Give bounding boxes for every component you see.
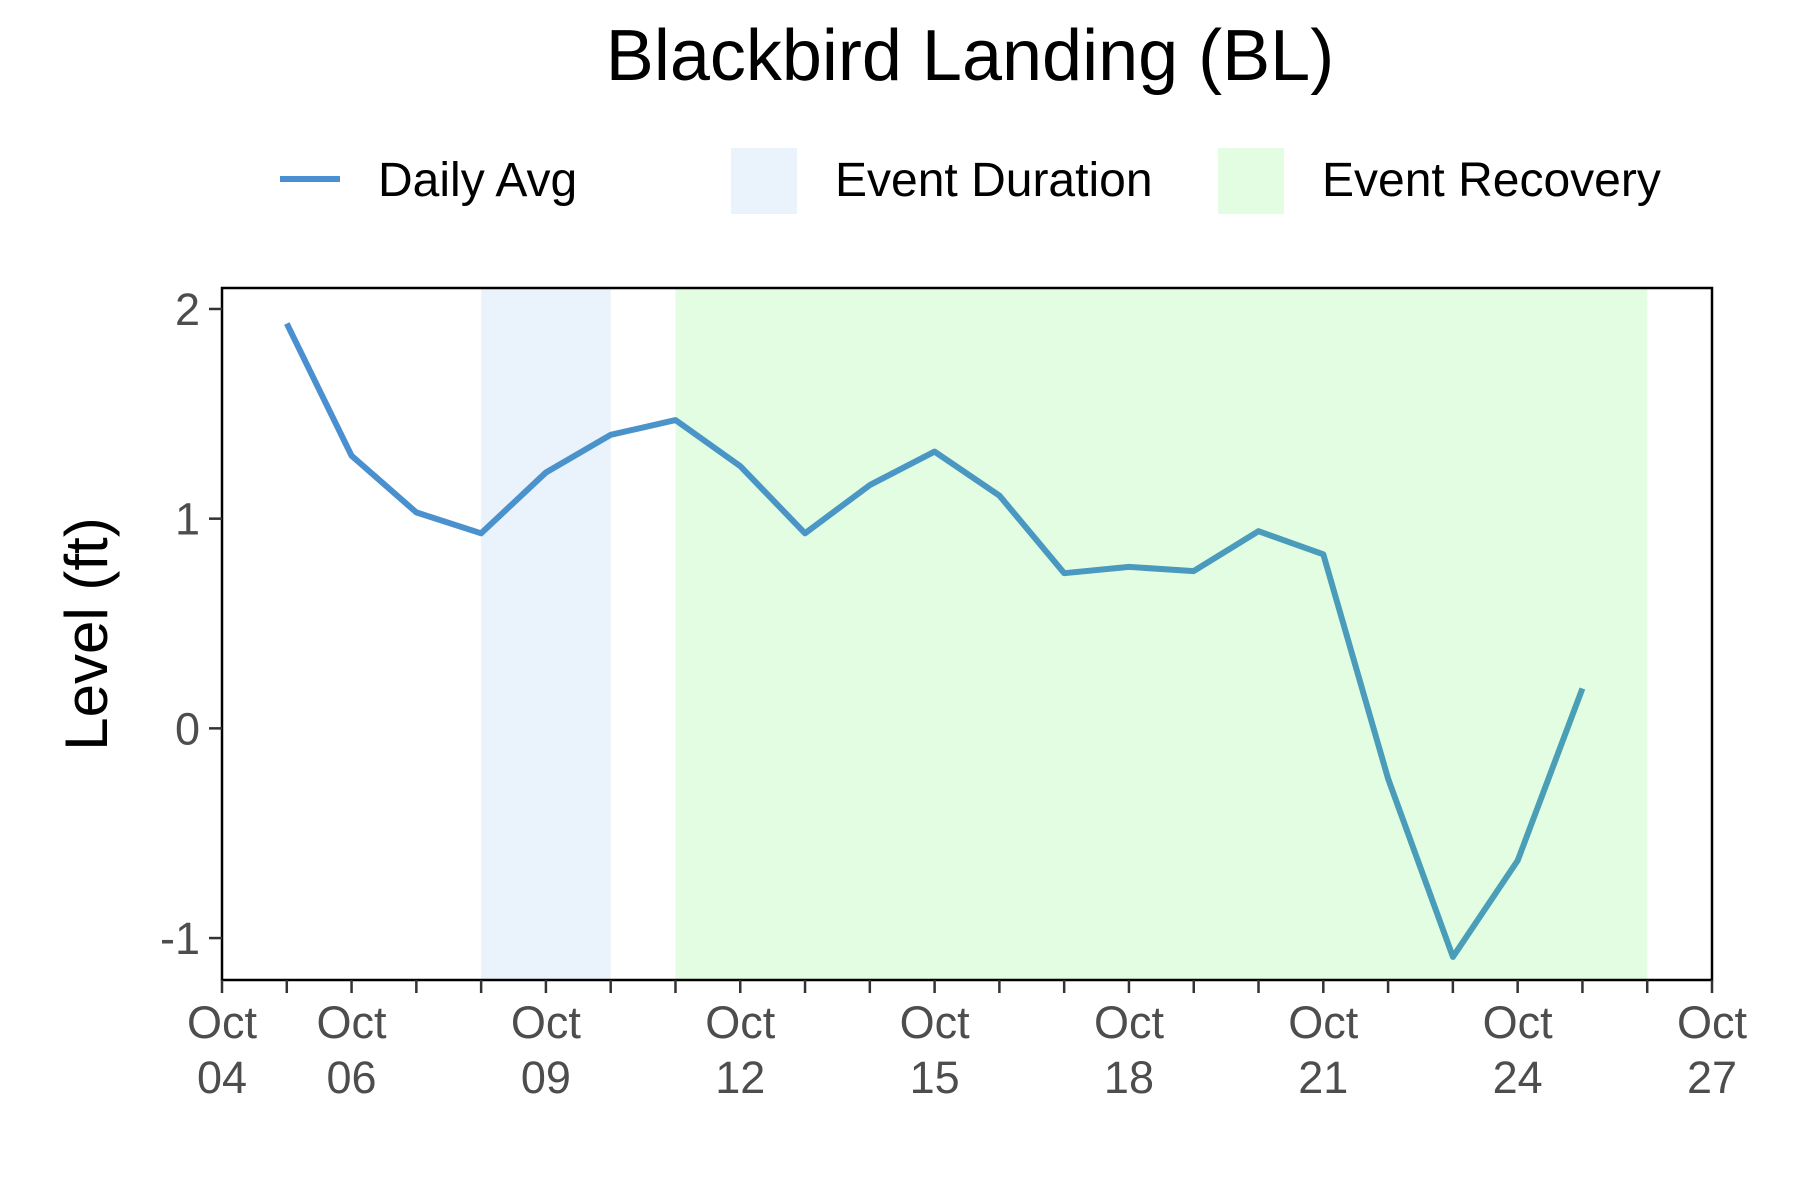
event-recovery-band <box>675 288 1648 980</box>
plot-border <box>220 286 1714 982</box>
legend-swatch-event-duration <box>731 148 797 214</box>
x-tick-label-day: 27 <box>1687 1052 1737 1103</box>
x-tick-label-day: 06 <box>327 1052 377 1103</box>
y-tick-label: 0 <box>175 703 200 754</box>
legend-label-event-recovery: Event Recovery <box>1322 154 1661 207</box>
x-tick-label-month: Oct <box>705 997 776 1048</box>
x-tick-label-day: 09 <box>521 1052 571 1103</box>
x-tick-label-month: Oct <box>1677 997 1748 1048</box>
x-tick-label-month: Oct <box>511 997 582 1048</box>
plot-area <box>220 286 1714 982</box>
y-tick-label: 2 <box>175 284 200 335</box>
x-tick-label-day: 15 <box>910 1052 960 1103</box>
x-tick-label-month: Oct <box>900 997 971 1048</box>
y-axis-title: Level (ft) <box>53 517 120 750</box>
x-tick-label-month: Oct <box>187 997 258 1048</box>
y-axis: 2 1 0 -1 <box>160 284 222 964</box>
x-tick-label-day: 12 <box>715 1052 765 1103</box>
x-tick-label-day: 04 <box>197 1052 247 1103</box>
y-tick-label: 1 <box>175 494 200 545</box>
legend: Daily Avg Event Duration Event Recovery <box>280 148 1661 214</box>
x-tick-label-month: Oct <box>1483 997 1554 1048</box>
x-tick-label-day: 21 <box>1298 1052 1348 1103</box>
legend-swatch-event-recovery <box>1218 148 1284 214</box>
chart-title: Blackbird Landing (BL) <box>606 16 1334 96</box>
x-tick-label-month: Oct <box>1288 997 1359 1048</box>
legend-label-event-duration: Event Duration <box>835 154 1153 207</box>
x-tick-label-month: Oct <box>1094 997 1165 1048</box>
x-tick-label-month: Oct <box>317 997 388 1048</box>
daily-avg-line <box>284 322 1586 960</box>
legend-label-daily-avg: Daily Avg <box>378 154 577 207</box>
y-tick-label: -1 <box>160 913 200 964</box>
x-tick-label-day: 18 <box>1104 1052 1154 1103</box>
x-axis: Oct04Oct06Oct09Oct12Oct15Oct18Oct21Oct24… <box>187 980 1748 1103</box>
event-duration-band <box>481 288 611 980</box>
x-tick-label-day: 24 <box>1493 1052 1543 1103</box>
